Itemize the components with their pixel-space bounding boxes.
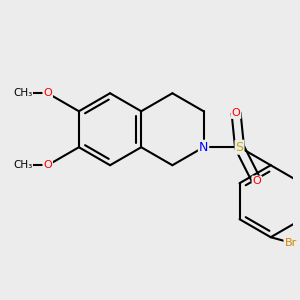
Text: CH₃: CH₃: [13, 160, 32, 170]
Text: O: O: [232, 108, 241, 118]
Text: S: S: [236, 141, 244, 154]
Text: Br: Br: [284, 238, 297, 248]
Text: N: N: [199, 141, 208, 154]
Text: O: O: [43, 88, 52, 98]
Text: O: O: [253, 176, 261, 186]
Text: CH₃: CH₃: [13, 88, 32, 98]
Text: O: O: [43, 160, 52, 170]
